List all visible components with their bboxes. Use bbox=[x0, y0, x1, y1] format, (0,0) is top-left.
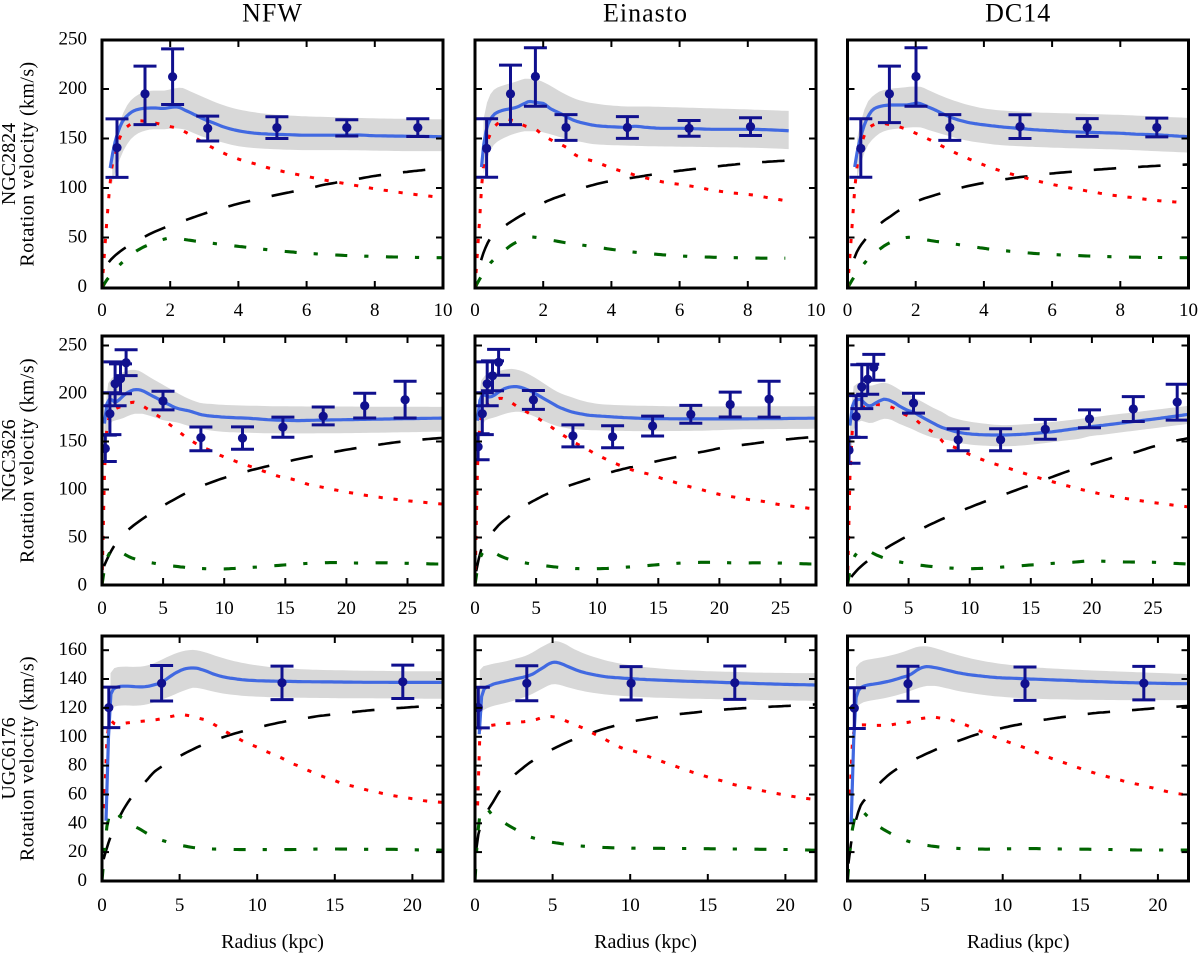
svg-text:DC14: DC14 bbox=[985, 0, 1051, 28]
svg-text:10: 10 bbox=[1179, 300, 1198, 321]
svg-text:60: 60 bbox=[68, 784, 87, 805]
svg-text:4: 4 bbox=[607, 300, 617, 321]
svg-text:UGC6176: UGC6176 bbox=[0, 717, 20, 799]
svg-text:0: 0 bbox=[78, 575, 88, 596]
svg-text:10: 10 bbox=[621, 895, 640, 916]
svg-text:5: 5 bbox=[158, 598, 168, 619]
svg-text:200: 200 bbox=[59, 78, 88, 99]
svg-text:8: 8 bbox=[743, 300, 753, 321]
svg-text:NGC2824: NGC2824 bbox=[0, 123, 20, 205]
svg-text:0: 0 bbox=[470, 895, 480, 916]
svg-text:20: 20 bbox=[1082, 598, 1101, 619]
svg-text:5: 5 bbox=[175, 895, 185, 916]
svg-text:20: 20 bbox=[337, 598, 356, 619]
svg-text:0: 0 bbox=[843, 300, 853, 321]
svg-text:100: 100 bbox=[59, 177, 88, 198]
svg-text:20: 20 bbox=[403, 895, 422, 916]
svg-text:15: 15 bbox=[1021, 598, 1040, 619]
svg-text:0: 0 bbox=[470, 300, 480, 321]
svg-text:2: 2 bbox=[538, 300, 548, 321]
svg-text:15: 15 bbox=[276, 598, 295, 619]
svg-text:10: 10 bbox=[215, 598, 234, 619]
svg-text:6: 6 bbox=[675, 300, 685, 321]
svg-text:20: 20 bbox=[68, 841, 87, 862]
svg-text:15: 15 bbox=[325, 895, 344, 916]
svg-text:8: 8 bbox=[1116, 300, 1126, 321]
svg-text:140: 140 bbox=[59, 668, 88, 689]
svg-text:Rotation velocity (km/s): Rotation velocity (km/s) bbox=[17, 656, 39, 861]
svg-text:25: 25 bbox=[1144, 598, 1163, 619]
svg-text:100: 100 bbox=[59, 726, 88, 747]
svg-text:Einasto: Einasto bbox=[603, 0, 688, 28]
svg-text:40: 40 bbox=[68, 812, 87, 833]
svg-text:0: 0 bbox=[78, 276, 88, 297]
svg-text:4: 4 bbox=[234, 300, 244, 321]
svg-text:Radius (kpc): Radius (kpc) bbox=[594, 931, 697, 953]
svg-text:0: 0 bbox=[78, 870, 88, 891]
svg-text:Radius (kpc): Radius (kpc) bbox=[967, 931, 1070, 953]
svg-text:0: 0 bbox=[843, 598, 853, 619]
svg-text:25: 25 bbox=[398, 598, 417, 619]
svg-text:150: 150 bbox=[59, 128, 88, 149]
svg-text:20: 20 bbox=[776, 895, 795, 916]
svg-text:Rotation velocity (km/s): Rotation velocity (km/s) bbox=[17, 61, 39, 266]
svg-text:20: 20 bbox=[710, 598, 729, 619]
svg-text:10: 10 bbox=[248, 895, 267, 916]
svg-text:10: 10 bbox=[434, 300, 453, 321]
svg-text:15: 15 bbox=[1071, 895, 1090, 916]
svg-text:NGC3626: NGC3626 bbox=[0, 419, 20, 501]
svg-text:5: 5 bbox=[920, 895, 930, 916]
svg-text:20: 20 bbox=[1148, 895, 1167, 916]
svg-text:5: 5 bbox=[548, 895, 558, 916]
svg-text:50: 50 bbox=[68, 527, 87, 548]
svg-text:Rotation velocity (km/s): Rotation velocity (km/s) bbox=[17, 358, 39, 563]
svg-text:8: 8 bbox=[370, 300, 380, 321]
svg-text:100: 100 bbox=[59, 479, 88, 500]
svg-text:5: 5 bbox=[904, 598, 914, 619]
svg-text:10: 10 bbox=[960, 598, 979, 619]
svg-text:80: 80 bbox=[68, 755, 87, 776]
svg-text:2: 2 bbox=[911, 300, 921, 321]
svg-text:NFW: NFW bbox=[242, 0, 303, 28]
svg-text:0: 0 bbox=[470, 598, 480, 619]
svg-text:10: 10 bbox=[807, 300, 826, 321]
svg-text:15: 15 bbox=[698, 895, 717, 916]
svg-text:160: 160 bbox=[59, 639, 88, 660]
svg-text:5: 5 bbox=[531, 598, 541, 619]
svg-text:25: 25 bbox=[771, 598, 790, 619]
svg-text:6: 6 bbox=[1047, 300, 1057, 321]
svg-text:0: 0 bbox=[97, 895, 107, 916]
svg-text:4: 4 bbox=[979, 300, 989, 321]
svg-text:250: 250 bbox=[59, 29, 88, 50]
svg-text:10: 10 bbox=[993, 895, 1012, 916]
svg-text:Radius (kpc): Radius (kpc) bbox=[221, 931, 324, 953]
svg-text:120: 120 bbox=[59, 697, 88, 718]
svg-text:2: 2 bbox=[165, 300, 175, 321]
svg-text:15: 15 bbox=[649, 598, 668, 619]
svg-text:0: 0 bbox=[97, 598, 107, 619]
svg-text:0: 0 bbox=[97, 300, 107, 321]
svg-text:200: 200 bbox=[59, 383, 88, 404]
svg-text:150: 150 bbox=[59, 431, 88, 452]
svg-text:10: 10 bbox=[588, 598, 607, 619]
svg-text:6: 6 bbox=[302, 300, 312, 321]
svg-text:50: 50 bbox=[68, 227, 87, 248]
svg-text:250: 250 bbox=[59, 335, 88, 356]
svg-text:0: 0 bbox=[843, 895, 853, 916]
